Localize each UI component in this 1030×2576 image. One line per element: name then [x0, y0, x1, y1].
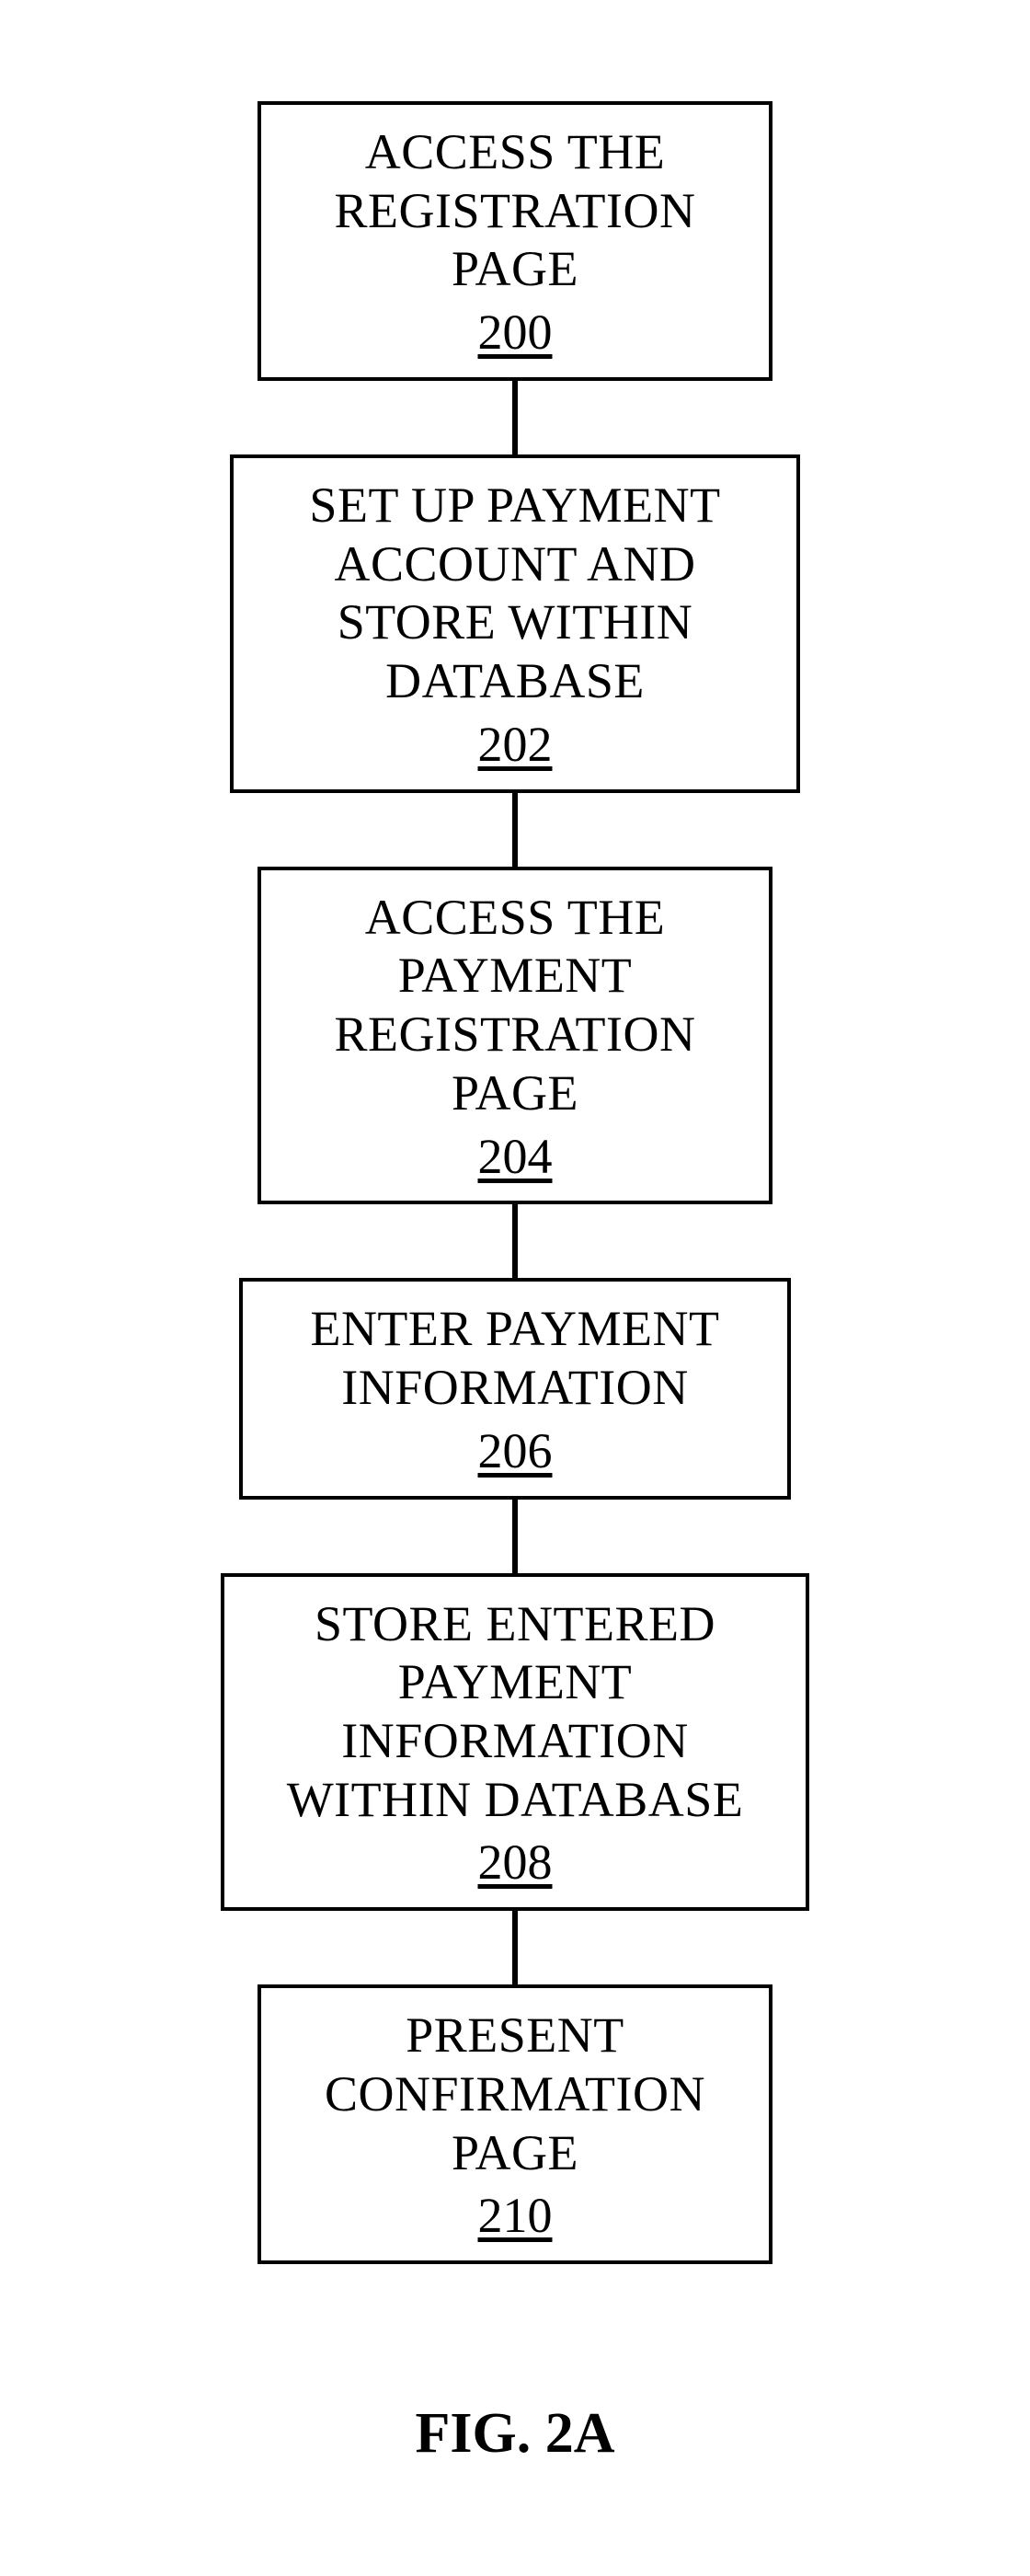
- flowchart-connector: [512, 1911, 518, 1984]
- node-ref: 208: [478, 1833, 553, 1892]
- flowchart-container: ACCESS THE REGISTRATION PAGE200 SET UP PA…: [221, 101, 809, 2264]
- node-label: ACCESS THE REGISTRATION PAGE: [335, 123, 696, 299]
- flowchart-node-206: ENTER PAYMENT INFORMATION206: [239, 1278, 791, 1499]
- flowchart-connector: [512, 1204, 518, 1278]
- node-ref: 200: [478, 303, 553, 362]
- flowchart-connector: [512, 793, 518, 867]
- flowchart-node-210: PRESENT CONFIRMATION PAGE210: [258, 1984, 772, 2264]
- flowchart-connector: [512, 381, 518, 454]
- node-label: PRESENT CONFIRMATION PAGE: [325, 2007, 705, 2182]
- node-ref: 206: [478, 1421, 553, 1481]
- node-label: ACCESS THE PAYMENT REGISTRATION PAGE: [335, 889, 696, 1123]
- flowchart-connector: [512, 1500, 518, 1573]
- node-label: STORE ENTERED PAYMENT INFORMATION WITHIN…: [287, 1595, 744, 1830]
- node-label: SET UP PAYMENT ACCOUNT AND STORE WITHIN …: [309, 477, 720, 711]
- node-label: ENTER PAYMENT INFORMATION: [310, 1300, 719, 1417]
- node-ref: 210: [478, 2186, 553, 2246]
- node-ref: 204: [478, 1127, 553, 1187]
- flowchart-node-202: SET UP PAYMENT ACCOUNT AND STORE WITHIN …: [230, 454, 800, 793]
- flowchart-node-204: ACCESS THE PAYMENT REGISTRATION PAGE204: [258, 867, 772, 1205]
- figure-caption: FIG. 2A: [416, 2401, 615, 2467]
- flowchart-node-200: ACCESS THE REGISTRATION PAGE200: [258, 101, 772, 381]
- flowchart-node-208: STORE ENTERED PAYMENT INFORMATION WITHIN…: [221, 1573, 809, 1912]
- node-ref: 202: [478, 715, 553, 775]
